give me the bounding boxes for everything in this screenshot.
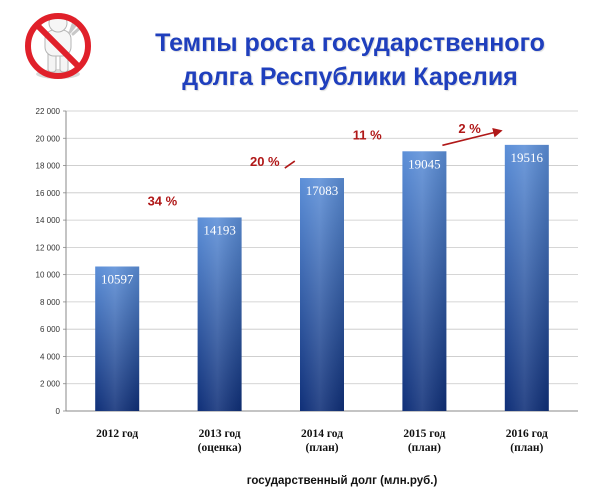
bar-sheen xyxy=(300,178,344,411)
bar-value-label: 14193 xyxy=(203,222,236,237)
y-tick-label: 6 000 xyxy=(40,325,61,334)
x-tick-label: 2016 год xyxy=(506,428,548,440)
y-tick-label: 0 xyxy=(56,407,61,416)
x-tick-label: (оценка) xyxy=(198,442,242,454)
y-tick-label: 18 000 xyxy=(36,162,61,171)
y-tick-label: 14 000 xyxy=(36,216,61,225)
growth-arrow xyxy=(284,160,296,169)
bar-value-label: 19045 xyxy=(408,156,441,171)
y-tick-label: 20 000 xyxy=(36,134,61,143)
growth-arrow xyxy=(442,128,503,147)
y-tick-label: 10 000 xyxy=(36,271,61,280)
bar-sheen xyxy=(504,144,549,411)
y-tick-label: 22 000 xyxy=(36,107,61,116)
no-stop-hand-icon xyxy=(25,13,91,79)
growth-rate-label: 11 % xyxy=(353,127,382,142)
x-tick-label: 2014 год xyxy=(301,428,343,440)
x-tick-label: (план) xyxy=(408,442,441,454)
y-tick-label: 8 000 xyxy=(40,298,61,307)
bar-value-label: 10597 xyxy=(101,271,134,286)
growth-rate-label: 20 % xyxy=(250,154,280,169)
bar-value-label: 19516 xyxy=(511,150,544,165)
bar-sheen xyxy=(197,217,242,411)
y-tick-label: 4 000 xyxy=(40,352,61,361)
y-tick-label: 12 000 xyxy=(36,243,61,252)
bar-sheen xyxy=(95,266,140,411)
chart-title-line-2: долга Республики Карелия xyxy=(182,63,518,91)
x-axis-label: государственный долг (млн.руб.) xyxy=(247,475,438,487)
growth-rate-label: 34 % xyxy=(148,193,178,208)
y-tick-label: 16 000 xyxy=(36,189,61,198)
bar-value-label: 17083 xyxy=(306,183,339,198)
x-tick-label: 2013 год xyxy=(199,428,241,440)
bar-sheen xyxy=(402,151,447,411)
chart-title-line-1: Темпы роста государственного xyxy=(155,29,545,57)
x-tick-label: 2015 год xyxy=(403,428,445,440)
x-tick-label: (план) xyxy=(510,442,543,454)
y-tick-label: 2 000 xyxy=(40,380,61,389)
x-tick-label: (план) xyxy=(305,442,338,454)
growth-rate-label: 2 % xyxy=(458,121,481,136)
x-tick-label: 2012 год xyxy=(96,428,138,440)
chart-title: Темпы роста государственного долга Респу… xyxy=(110,26,590,94)
